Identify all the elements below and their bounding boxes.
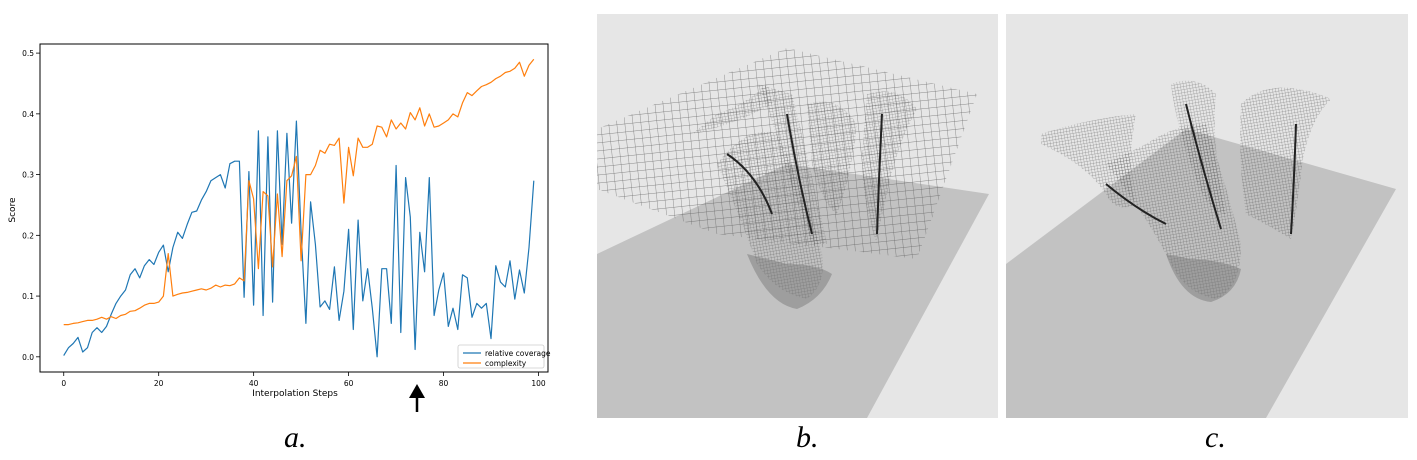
series-line-complexity xyxy=(63,58,535,326)
x-axis-ticks: 0 20 40 60 80 100 xyxy=(61,372,546,388)
legend-box xyxy=(457,344,545,369)
chart-legend: relative coverage complexity xyxy=(457,344,551,369)
x-tick-label: 100 xyxy=(531,379,546,388)
coverage-complexity-chart: 0.0 0.1 0.2 0.3 0.4 0.5 0 20 40 60 80 100 Score In… xyxy=(8,43,551,412)
mesh-structure xyxy=(692,84,917,309)
render-panel-c xyxy=(1006,14,1408,418)
render-panel-b xyxy=(597,14,998,418)
panel-label-c: c. xyxy=(1205,421,1226,454)
panel-label-b: b. xyxy=(796,421,819,454)
x-tick-label: 0 xyxy=(61,379,66,388)
y-tick-label: 0.3 xyxy=(22,171,34,180)
mesh-structure xyxy=(1041,80,1331,302)
arrow-up-icon xyxy=(409,384,425,412)
mesh-render-with-grid xyxy=(597,48,989,418)
y-tick-label: 0.4 xyxy=(22,110,34,119)
legend-label-complexity: complexity xyxy=(485,359,527,368)
y-tick-label: 0.1 xyxy=(22,292,34,301)
y-tick-label: 0.5 xyxy=(22,49,34,58)
series-lines xyxy=(63,58,535,358)
x-tick-label: 80 xyxy=(439,379,449,388)
x-tick-label: 20 xyxy=(154,379,164,388)
x-tick-label: 60 xyxy=(344,379,354,388)
legend-label-relative-coverage: relative coverage xyxy=(485,349,551,358)
x-axis-label: Interpolation Steps xyxy=(252,389,338,399)
mesh-render xyxy=(1006,80,1396,418)
plot-frame xyxy=(39,43,549,373)
y-axis-label: Score xyxy=(8,197,18,223)
panel-label-a: a. xyxy=(284,421,307,454)
y-tick-label: 0.2 xyxy=(22,231,34,240)
series-line-relative-coverage xyxy=(63,120,535,358)
x-tick-label: 40 xyxy=(249,379,259,388)
y-tick-label: 0.0 xyxy=(22,353,34,362)
y-axis-ticks: 0.0 0.1 0.2 0.3 0.4 0.5 xyxy=(22,49,40,362)
